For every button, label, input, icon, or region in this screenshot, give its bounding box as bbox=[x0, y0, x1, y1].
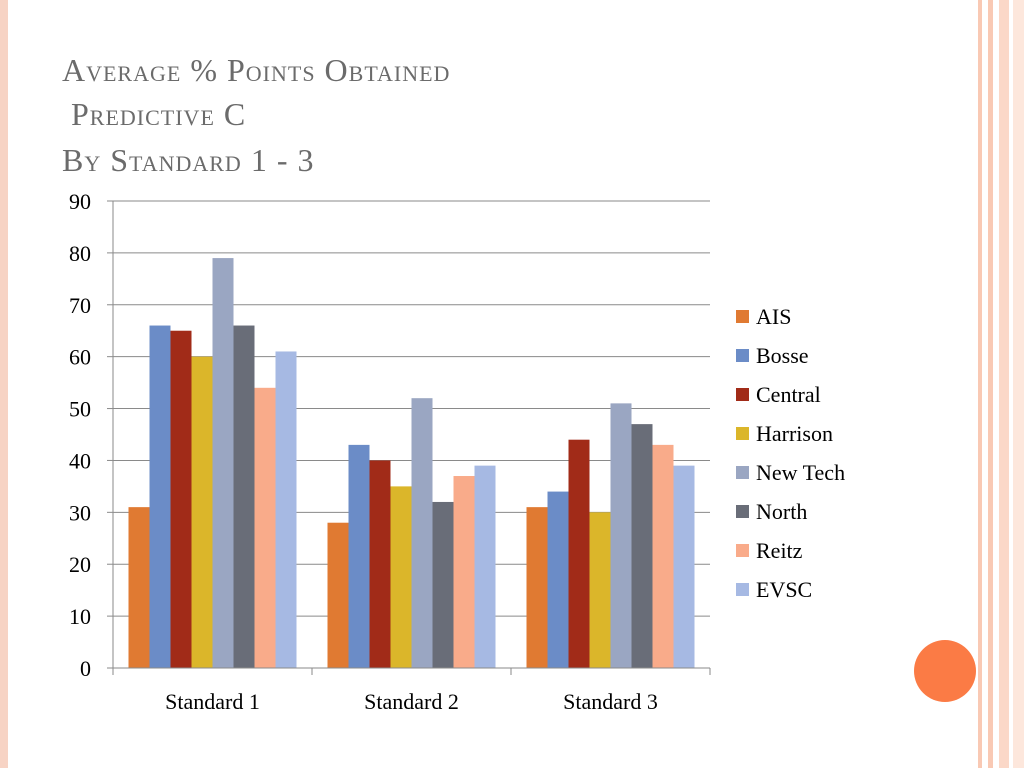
legend-swatch bbox=[736, 349, 749, 362]
y-tick-label: 10 bbox=[69, 604, 91, 629]
right-border-stripe bbox=[978, 0, 982, 768]
bar-new-tech bbox=[610, 403, 632, 668]
bar-bosse bbox=[149, 325, 171, 668]
right-border-stripe bbox=[999, 0, 1009, 768]
bar-bosse bbox=[547, 491, 569, 668]
legend-swatch bbox=[736, 505, 749, 518]
bar-evsc bbox=[474, 465, 496, 668]
y-tick-label: 40 bbox=[69, 448, 91, 473]
legend-swatch bbox=[736, 388, 749, 401]
y-tick-label: 80 bbox=[69, 241, 91, 266]
legend-label: North bbox=[756, 499, 807, 524]
bar-ais bbox=[128, 507, 150, 668]
legend-label: EVSC bbox=[756, 577, 812, 602]
bar-harrison bbox=[390, 486, 412, 668]
bar-new-tech bbox=[411, 398, 433, 668]
x-category-label: Standard 3 bbox=[563, 689, 658, 714]
legend-label: Bosse bbox=[756, 343, 809, 368]
x-category-label: Standard 1 bbox=[165, 689, 260, 714]
bars bbox=[128, 258, 695, 668]
slide-title-line-1: Average % Points Obtained bbox=[62, 52, 451, 88]
y-tick-label: 0 bbox=[80, 656, 91, 681]
axes: 0 10 20 30 40 50 60 70 80 90 Standard 1 Standard 2 S… bbox=[69, 189, 711, 714]
bar-harrison bbox=[191, 356, 213, 668]
legend-swatch bbox=[736, 466, 749, 479]
bar-reitz bbox=[254, 387, 276, 668]
left-border-stripe bbox=[0, 0, 8, 768]
y-tick-label: 90 bbox=[69, 189, 91, 214]
legend-swatch bbox=[736, 544, 749, 557]
bar-harrison bbox=[589, 512, 611, 668]
right-border-stripe bbox=[988, 0, 993, 768]
decorative-orange-circle bbox=[914, 640, 976, 702]
y-tick-label: 70 bbox=[69, 293, 91, 318]
legend-label: Harrison bbox=[756, 421, 833, 446]
bar-reitz bbox=[652, 444, 674, 668]
right-border-stripe bbox=[1013, 0, 1024, 768]
legend-label: Central bbox=[756, 382, 821, 407]
legend-label: New Tech bbox=[756, 460, 845, 485]
y-tick-label: 20 bbox=[69, 552, 91, 577]
bar-north bbox=[233, 325, 255, 668]
y-tick-label: 30 bbox=[69, 500, 91, 525]
bar-evsc bbox=[275, 351, 297, 668]
legend-swatch bbox=[736, 310, 749, 323]
legend-swatch bbox=[736, 583, 749, 596]
y-tick-label: 50 bbox=[69, 397, 91, 422]
bar-bosse bbox=[348, 444, 370, 668]
bar-ais bbox=[327, 522, 349, 668]
legend: AIS Bosse Central Harrison New Tech North Reit… bbox=[736, 304, 845, 602]
legend-label: AIS bbox=[756, 304, 791, 329]
bar-reitz bbox=[453, 476, 475, 668]
slide-title-line-3: By Standard 1 - 3 bbox=[62, 142, 315, 178]
legend-swatch bbox=[736, 427, 749, 440]
slide-title-line-2: Predictive C bbox=[62, 96, 247, 132]
bar-central bbox=[568, 439, 590, 668]
bar-evsc bbox=[673, 465, 695, 668]
bar-new-tech bbox=[212, 258, 234, 668]
bar-north bbox=[631, 424, 653, 668]
bar-central bbox=[170, 330, 192, 668]
legend-label: Reitz bbox=[756, 538, 803, 563]
bar-north bbox=[432, 501, 454, 668]
x-category-label: Standard 2 bbox=[364, 689, 459, 714]
bar-ais bbox=[526, 507, 548, 668]
y-tick-label: 60 bbox=[69, 345, 91, 370]
bar-central bbox=[369, 460, 391, 668]
